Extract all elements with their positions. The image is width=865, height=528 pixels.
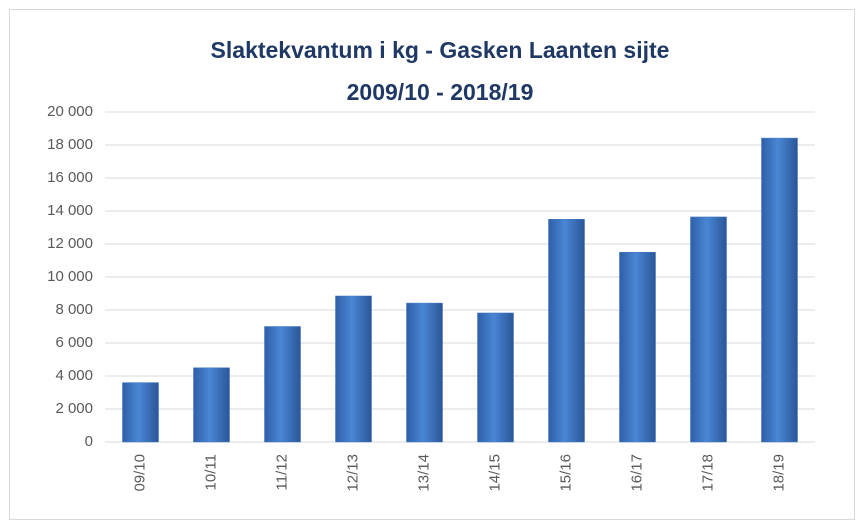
- bar: [690, 216, 727, 443]
- bar: [548, 219, 585, 443]
- y-tick-label: 4 000: [55, 367, 93, 384]
- chart-title: Slaktekvantum i kg - Gasken Laanten sijt…: [211, 37, 670, 63]
- bar: [264, 326, 301, 443]
- x-tick-label: 15/16: [557, 454, 574, 492]
- bar: [193, 367, 230, 443]
- x-tick-label: 12/13: [344, 454, 361, 492]
- bar: [477, 312, 514, 443]
- y-tick-label: 8 000: [55, 301, 93, 318]
- bar: [761, 137, 798, 443]
- x-tick-label: 13/14: [415, 454, 432, 492]
- y-tick-label: 16 000: [47, 169, 93, 186]
- y-tick-label: 18 000: [47, 136, 93, 153]
- x-tick-label: 17/18: [699, 454, 716, 492]
- y-tick-label: 20 000: [47, 103, 93, 120]
- y-tick-label: 12 000: [47, 235, 93, 252]
- y-tick-label: 2 000: [55, 400, 93, 417]
- x-tick-label: 14/15: [486, 454, 503, 492]
- x-tick-label: 16/17: [628, 454, 645, 492]
- bar: [122, 382, 159, 443]
- bar: [406, 302, 443, 443]
- x-tick-label: 10/11: [202, 454, 219, 490]
- y-tick-label: 10 000: [47, 268, 93, 285]
- y-tick-label: 6 000: [55, 334, 93, 351]
- y-tick-label: 14 000: [47, 202, 93, 219]
- bar: [619, 252, 656, 443]
- bar: [335, 295, 372, 443]
- x-tick-label: 18/19: [770, 454, 787, 492]
- chart-subtitle: 2009/10 - 2018/19: [347, 79, 534, 105]
- x-tick-label: 09/10: [131, 454, 148, 492]
- x-tick-label: 11/12: [273, 454, 290, 490]
- y-tick-label: 0: [85, 433, 93, 450]
